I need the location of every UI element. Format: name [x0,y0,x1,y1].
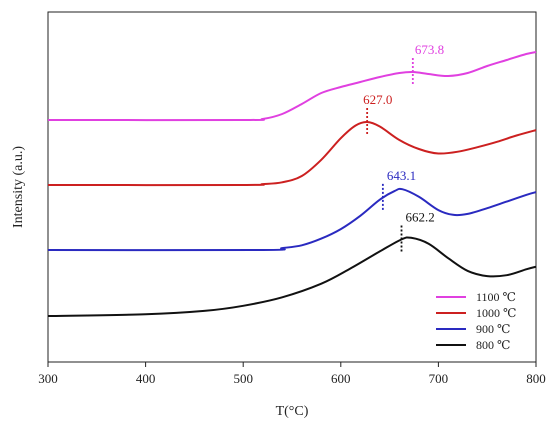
x-axis: 300 400 500 600 700 800 [38,362,546,386]
x-tick-label: 300 [38,371,58,386]
peak-label: 643.1 [387,168,416,183]
series-line [47,236,537,317]
peak-label: 673.8 [415,42,444,57]
x-axis-title: T(°C) [276,404,309,419]
x-tick-label: 700 [429,371,449,386]
peak-markers: 673.8 627.0 643.1 662.2 [363,42,444,254]
legend-label: 900 ℃ [476,322,510,336]
y-axis-title: Intensity (a.u.) [11,146,26,228]
plot-frame [47,11,537,363]
series-layer [47,51,537,317]
series-line [47,187,537,252]
x-tick-label: 800 [526,371,546,386]
x-tick-label: 600 [331,371,351,386]
x-tick-label: 500 [233,371,253,386]
legend-label: 1000 ℃ [476,306,516,320]
peak-label: 627.0 [363,92,392,107]
x-tick-label: 400 [136,371,156,386]
legend-label: 1100 ℃ [476,290,516,304]
peak-label: 662.2 [406,209,435,224]
series-line [47,120,537,187]
legend: 1100 ℃ 1000 ℃ 900 ℃ 800 ℃ [436,290,516,352]
series-line [47,51,537,122]
legend-label: 800 ℃ [476,338,510,352]
